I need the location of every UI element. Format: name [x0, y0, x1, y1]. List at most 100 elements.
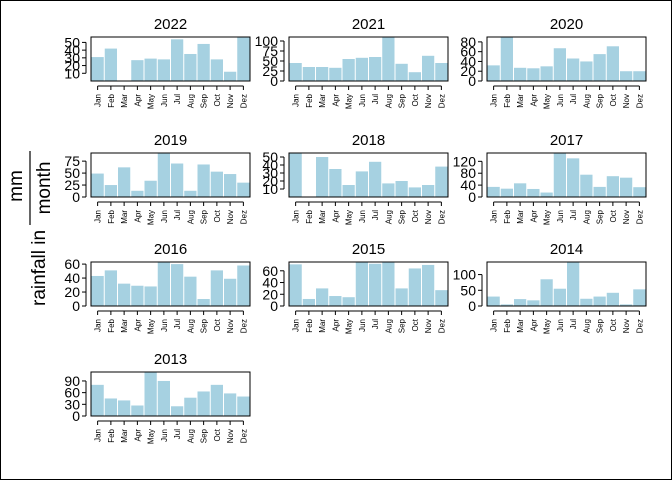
bar — [237, 265, 250, 306]
bar — [144, 286, 157, 306]
bar — [171, 264, 184, 306]
x-tick-label: Jan — [94, 429, 103, 442]
panel-frame — [90, 371, 251, 417]
x-tick-label: Nov — [424, 94, 433, 108]
x-tick-label: May — [543, 319, 552, 334]
bar — [620, 177, 633, 197]
bar — [329, 67, 342, 81]
bar — [567, 58, 580, 81]
y-tick-label: 30 — [262, 165, 278, 181]
x-tick-label: Jan — [490, 319, 499, 332]
y-tick-label: 120 — [453, 153, 477, 169]
bar — [553, 153, 566, 197]
bar — [540, 279, 553, 306]
x-tick-label: Oct — [213, 93, 222, 106]
panel-title: 2022 — [154, 16, 187, 33]
bar — [131, 285, 144, 306]
x-tick-label: Jun — [556, 94, 565, 107]
x-tick-label: Jan — [490, 94, 499, 107]
y-tick-label: 20 — [262, 286, 278, 302]
x-tick-label: Sep — [596, 318, 605, 333]
bar — [540, 192, 553, 197]
bar — [500, 188, 513, 197]
bar — [408, 72, 421, 81]
x-tick-label: May — [147, 429, 156, 444]
bar — [104, 48, 117, 81]
x-tick-label: May — [345, 210, 354, 225]
bar — [633, 71, 646, 81]
bar — [342, 297, 355, 306]
x-tick-label: Aug — [384, 319, 393, 333]
x-tick-label: Jan — [94, 210, 103, 223]
x-tick-label: Feb — [107, 209, 116, 223]
x-tick-label: Mar — [120, 210, 129, 224]
y-tick-label: 20 — [64, 284, 80, 300]
x-tick-label: Aug — [384, 94, 393, 108]
bar — [553, 48, 566, 81]
x-tick-label: Nov — [226, 429, 235, 443]
bar — [369, 263, 382, 306]
bar — [369, 57, 382, 81]
bar — [210, 59, 223, 81]
panel-title: 2021 — [352, 16, 385, 33]
y-tick-label: 50 — [460, 282, 476, 298]
x-tick-label: Nov — [226, 210, 235, 224]
x-tick-label: Jan — [292, 210, 301, 223]
bar — [580, 298, 593, 306]
x-tick-label: Sep — [596, 93, 605, 108]
x-tick-label: Jun — [556, 319, 565, 332]
panel-frame — [288, 261, 449, 307]
bar — [422, 55, 435, 81]
bar — [435, 63, 448, 81]
bar — [131, 405, 144, 416]
bar — [487, 186, 500, 197]
bar — [606, 292, 619, 306]
x-tick-label: Jun — [556, 210, 565, 223]
y-tick-label: 0 — [468, 73, 476, 89]
bar — [382, 37, 395, 81]
y-tick-label: 0 — [468, 189, 476, 205]
bar — [606, 46, 619, 81]
bar — [197, 391, 210, 416]
y-axis-label-numerator: mm — [6, 170, 27, 202]
x-tick-label: Jul — [173, 319, 182, 329]
bar — [395, 288, 408, 306]
x-tick-label: Sep — [596, 209, 605, 224]
x-tick-label: May — [147, 210, 156, 225]
bar — [197, 164, 210, 197]
panel-frame — [90, 36, 251, 82]
x-tick-label: Jul — [371, 210, 380, 220]
x-tick-label: Apr — [529, 94, 538, 107]
x-tick-label: Jan — [292, 319, 301, 332]
x-tick-label: Mar — [516, 319, 525, 333]
x-tick-label: Jan — [94, 94, 103, 107]
panel-title: 2014 — [550, 241, 583, 258]
y-tick-label: 20 — [262, 173, 278, 189]
panel-title: 2013 — [154, 351, 187, 368]
panel-frame — [486, 36, 647, 82]
x-tick-label: Aug — [186, 210, 195, 224]
y-tick-label: 50 — [262, 149, 278, 165]
x-tick-label: Dez — [437, 210, 446, 224]
y-tick-label: 60 — [64, 385, 80, 401]
bar — [144, 180, 157, 197]
x-tick-label: Apr — [529, 319, 538, 332]
bar — [342, 59, 355, 81]
panel-title: 2015 — [352, 241, 385, 258]
bar — [369, 161, 382, 197]
y-tick-label: 40 — [64, 270, 80, 286]
x-tick-label: Nov — [424, 319, 433, 333]
x-tick-label: Oct — [609, 93, 618, 106]
x-tick-label: Mar — [120, 429, 129, 443]
x-tick-label: May — [147, 319, 156, 334]
x-tick-label: Jan — [94, 319, 103, 332]
x-tick-label: Jul — [173, 94, 182, 104]
y-tick-label: 0 — [468, 298, 476, 314]
bar — [91, 275, 104, 306]
